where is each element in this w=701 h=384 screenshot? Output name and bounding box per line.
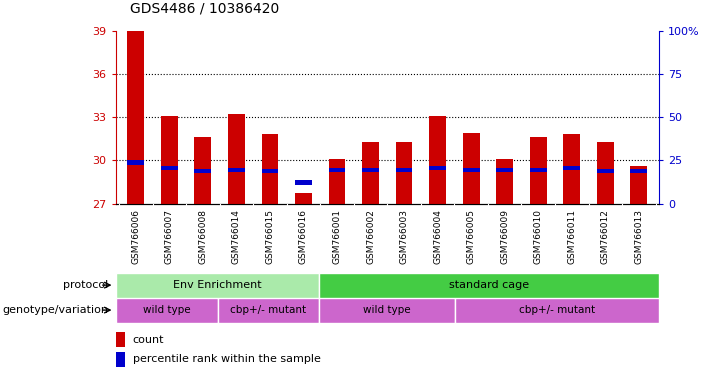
Bar: [564, 166, 580, 170]
Text: standard cage: standard cage: [449, 280, 529, 290]
Text: protocol: protocol: [63, 280, 109, 290]
Bar: [455, 298, 659, 323]
Bar: [295, 180, 312, 185]
Text: GSM766015: GSM766015: [266, 209, 274, 264]
Text: Env Enrichment: Env Enrichment: [173, 280, 262, 290]
Bar: [194, 137, 211, 204]
Text: GSM766004: GSM766004: [433, 209, 442, 264]
Bar: [429, 166, 446, 170]
Bar: [463, 167, 479, 172]
Bar: [228, 114, 245, 204]
Text: GSM766003: GSM766003: [400, 209, 409, 264]
Bar: [530, 137, 547, 204]
Bar: [597, 142, 613, 204]
Bar: [329, 159, 346, 204]
Text: wild type: wild type: [143, 305, 191, 315]
Text: GSM766012: GSM766012: [601, 209, 610, 264]
Text: GSM766001: GSM766001: [332, 209, 341, 264]
Bar: [261, 169, 278, 173]
Text: cbp+/- mutant: cbp+/- mutant: [519, 305, 595, 315]
Bar: [395, 142, 412, 204]
Bar: [463, 133, 479, 204]
Text: GSM766009: GSM766009: [501, 209, 509, 264]
Bar: [362, 142, 379, 204]
Bar: [496, 167, 513, 172]
Text: GDS4486 / 10386420: GDS4486 / 10386420: [130, 2, 279, 15]
Bar: [395, 167, 412, 172]
Text: GSM766011: GSM766011: [567, 209, 576, 264]
Text: GSM766008: GSM766008: [198, 209, 207, 264]
Text: GSM766006: GSM766006: [131, 209, 140, 264]
Bar: [228, 167, 245, 172]
Text: GSM766013: GSM766013: [634, 209, 644, 264]
Text: wild type: wild type: [364, 305, 411, 315]
Text: GSM766002: GSM766002: [366, 209, 375, 264]
Bar: [320, 273, 659, 298]
Bar: [116, 332, 125, 347]
Text: genotype/variation: genotype/variation: [3, 305, 109, 315]
Text: cbp+/- mutant: cbp+/- mutant: [231, 305, 306, 315]
Text: count: count: [132, 335, 164, 345]
Text: percentile rank within the sample: percentile rank within the sample: [132, 354, 320, 364]
Bar: [194, 169, 211, 173]
Bar: [329, 167, 346, 172]
Bar: [128, 31, 144, 204]
Bar: [128, 161, 144, 165]
Bar: [116, 273, 320, 298]
Bar: [530, 167, 547, 172]
Bar: [429, 116, 446, 204]
Bar: [496, 159, 513, 204]
Bar: [362, 167, 379, 172]
Bar: [217, 298, 320, 323]
Text: GSM766010: GSM766010: [533, 209, 543, 264]
Text: GSM766016: GSM766016: [299, 209, 308, 264]
Bar: [116, 298, 217, 323]
Bar: [630, 166, 647, 204]
Bar: [116, 352, 125, 367]
Bar: [261, 134, 278, 204]
Bar: [295, 194, 312, 204]
Bar: [161, 116, 178, 204]
Text: GSM766005: GSM766005: [467, 209, 476, 264]
Text: GSM766014: GSM766014: [232, 209, 241, 264]
Bar: [320, 298, 455, 323]
Bar: [630, 169, 647, 173]
Bar: [597, 169, 613, 173]
Bar: [161, 166, 178, 170]
Bar: [564, 134, 580, 204]
Text: GSM766007: GSM766007: [165, 209, 174, 264]
